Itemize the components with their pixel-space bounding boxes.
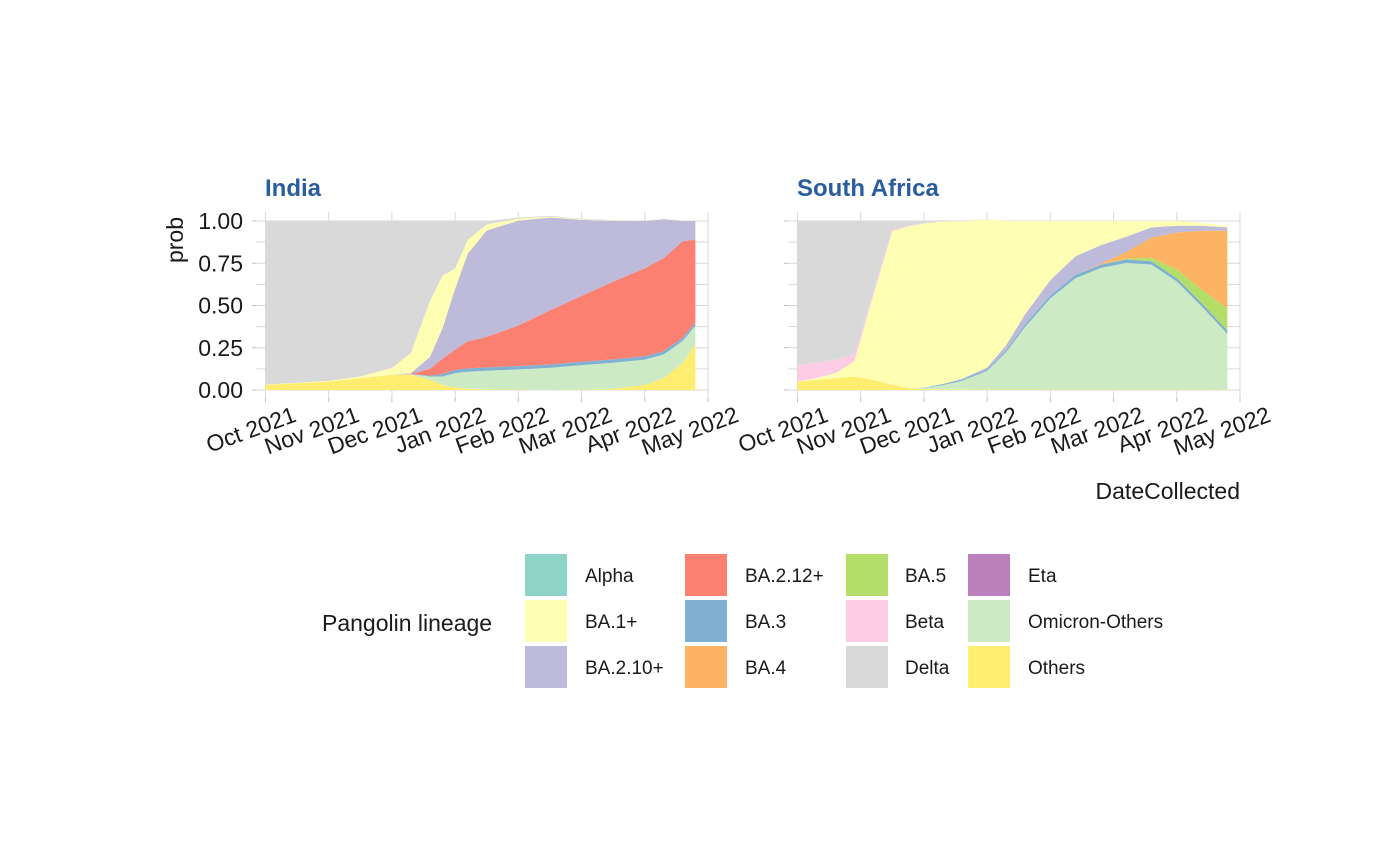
facet-title-south-africa: South Africa xyxy=(797,175,939,202)
area-south-africa-delta xyxy=(797,219,1228,365)
legend-swatch-delta xyxy=(846,646,888,688)
area-south-africa-beta xyxy=(797,219,1228,382)
legend-title: Pangolin lineage xyxy=(322,610,492,636)
legend-swatch-eta xyxy=(968,554,1010,596)
legend: Pangolin lineage Alpha BA.1+ BA.2.10+ BA.2.… xyxy=(322,554,1163,688)
areas-india xyxy=(265,215,696,390)
area-south-africa-ba-1 xyxy=(797,219,1228,388)
legend-label-ba-2-12: BA.2.12+ xyxy=(745,566,824,587)
area-south-africa-others xyxy=(797,376,1228,390)
y-tick-label: 0.00 xyxy=(198,377,243,403)
legend-swatch-beta xyxy=(846,600,888,642)
x-axis-label: DateCollected xyxy=(1096,478,1240,504)
y-tick-label: 0.50 xyxy=(198,293,243,319)
legend-swatch-ba-4 xyxy=(685,646,727,688)
legend-swatch-ba-2-12 xyxy=(685,554,727,596)
legend-label-eta: Eta xyxy=(1028,566,1057,587)
legend-swatch-alpha xyxy=(525,554,567,596)
legend-swatch-omicron-others xyxy=(968,600,1010,642)
y-axis-label: prob xyxy=(162,217,188,263)
legend-label-ba-3: BA.3 xyxy=(745,612,786,633)
area-india-others xyxy=(265,344,696,390)
legend-swatch-others xyxy=(968,646,1010,688)
area-south-africa-omicron-others xyxy=(797,262,1228,390)
legend-label-others: Others xyxy=(1028,658,1085,679)
legend-swatch-ba-2-10 xyxy=(525,646,567,688)
legend-label-ba-4: BA.4 xyxy=(745,658,787,679)
y-tick-label: 0.75 xyxy=(198,250,243,276)
area-south-africa-ba-4 xyxy=(797,230,1228,388)
legend-label-ba-2-10: BA.2.10+ xyxy=(585,658,664,679)
area-india-delta xyxy=(265,215,696,385)
legend-swatch-ba-3 xyxy=(685,600,727,642)
area-india-ba-2-12 xyxy=(265,239,696,385)
area-india-omicron-others xyxy=(265,325,696,390)
y-tick-label: 1.00 xyxy=(198,208,243,234)
y-tick-label: 0.25 xyxy=(198,335,243,361)
legend-label-alpha: Alpha xyxy=(585,566,634,587)
legend-swatch-ba-1 xyxy=(525,600,567,642)
area-india-ba-2-10 xyxy=(265,217,696,385)
legend-label-omicron-others: Omicron-Others xyxy=(1028,612,1163,633)
legend-label-ba-1: BA.1+ xyxy=(585,612,637,633)
areas-south-africa xyxy=(797,219,1228,390)
legend-label-beta: Beta xyxy=(905,612,945,633)
legend-items: Alpha BA.1+ BA.2.10+ BA.2.12+ BA.3 BA.4 BA.5 Be… xyxy=(525,554,1163,688)
facet-title-india: India xyxy=(265,175,322,202)
legend-swatch-ba-5 xyxy=(846,554,888,596)
legend-label-delta: Delta xyxy=(905,658,950,679)
legend-label-ba-5: BA.5 xyxy=(905,566,946,587)
